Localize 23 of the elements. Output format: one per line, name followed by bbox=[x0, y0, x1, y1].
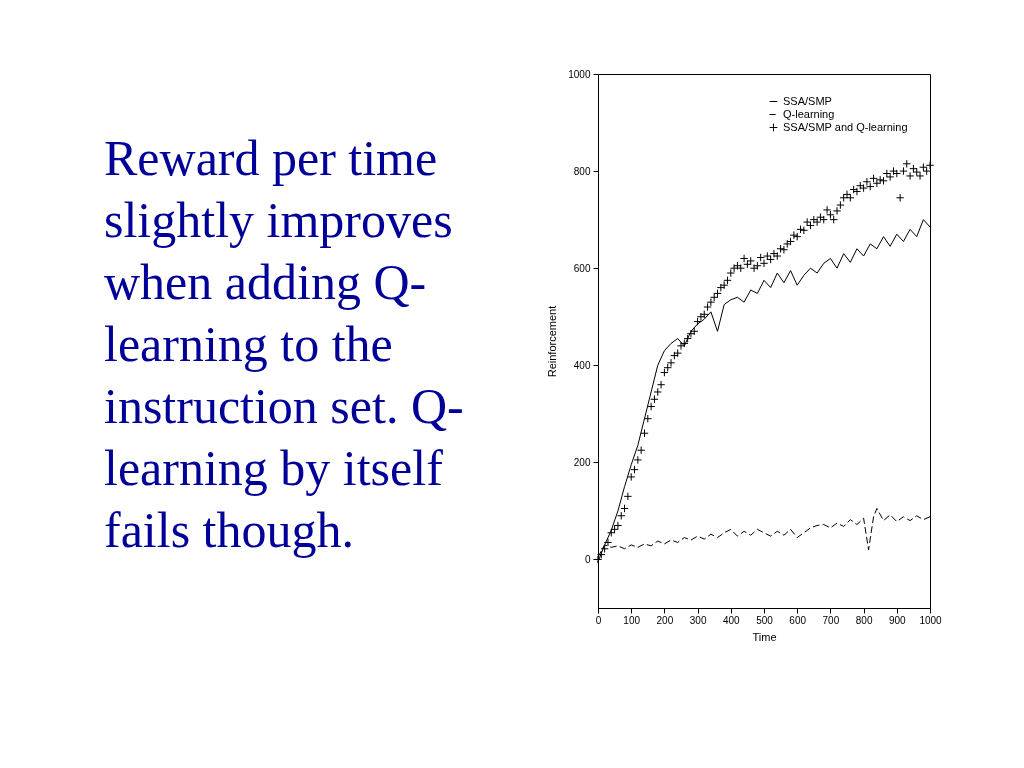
x-tick-label: 1000 bbox=[919, 614, 943, 626]
x-tick-label: 700 bbox=[822, 614, 840, 626]
y-tick-label: 1000 bbox=[568, 68, 591, 80]
x-tick-label: 900 bbox=[888, 614, 907, 626]
y-tick-label: 0 bbox=[584, 553, 591, 565]
x-tick-label: 600 bbox=[789, 614, 807, 626]
x-tick-label: 300 bbox=[689, 614, 707, 626]
legend-label: SSA/SMP and Q-learning bbox=[783, 120, 908, 133]
x-tick-label: 100 bbox=[623, 614, 641, 626]
legend-label: SSA/SMP bbox=[783, 94, 832, 107]
y-tick-label: 800 bbox=[573, 165, 591, 177]
legend-label: Q-learning bbox=[783, 107, 835, 120]
y-tick-label: 600 bbox=[573, 262, 591, 274]
x-tick-label: 800 bbox=[855, 614, 873, 626]
y-axis-title: Reinforcement bbox=[546, 305, 559, 378]
y-tick-label: 400 bbox=[573, 359, 591, 371]
x-axis-title: Time bbox=[752, 630, 777, 643]
x-tick-label: 400 bbox=[722, 614, 741, 626]
x-tick-label: 0 bbox=[595, 614, 602, 626]
text: Reward per time slightly improves when adding Q- learning to the instruction set. Q- learning by itself fails though. bbox=[104, 130, 464, 558]
x-tick-label: 500 bbox=[756, 614, 774, 626]
x-tick-label: 200 bbox=[656, 614, 674, 626]
y-tick-label: 200 bbox=[573, 456, 591, 468]
